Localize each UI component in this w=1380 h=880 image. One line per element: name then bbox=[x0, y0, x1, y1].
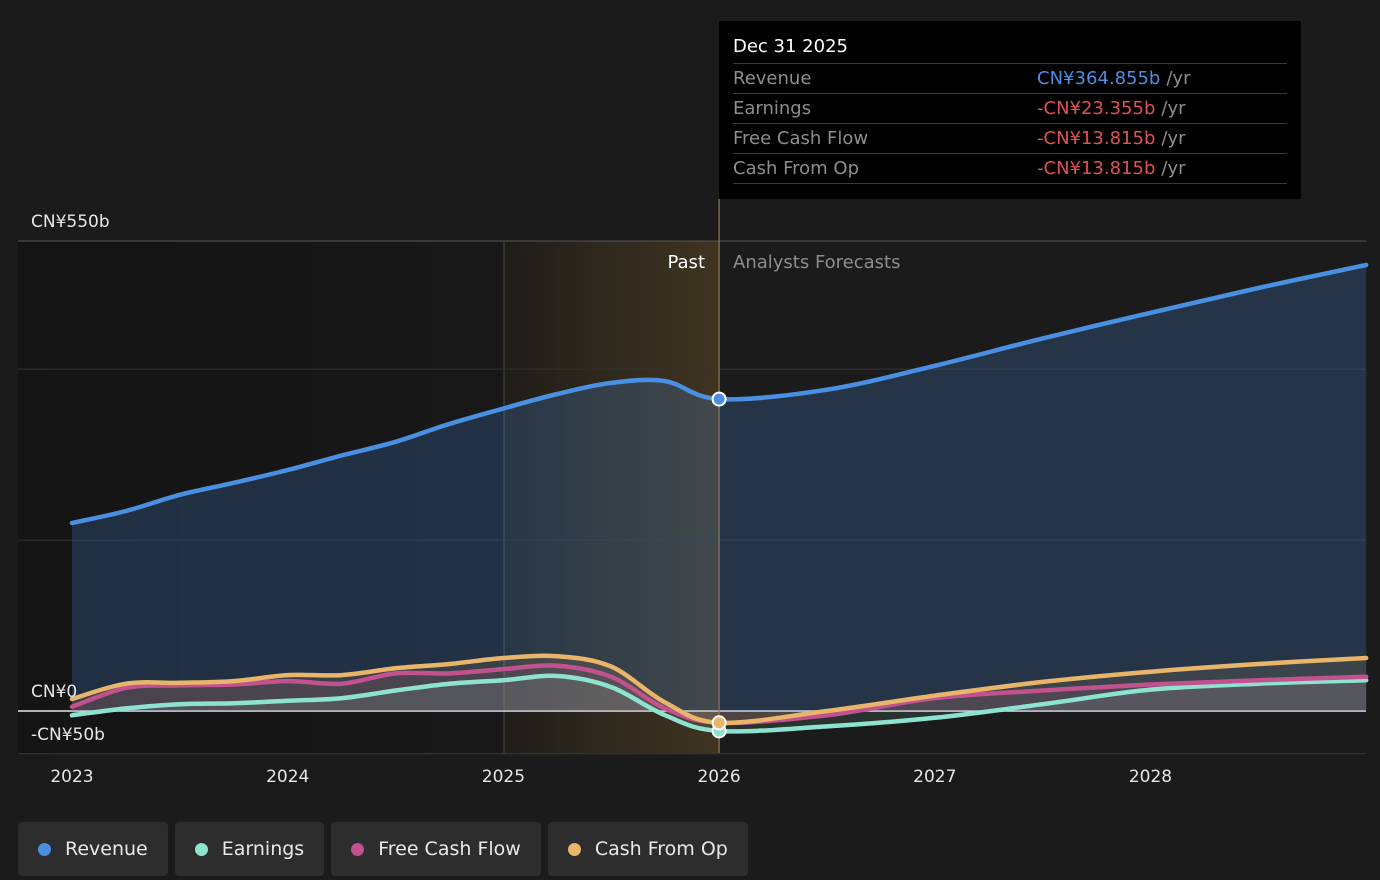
legend-dot-icon bbox=[567, 842, 581, 856]
x-tick-label: 2028 bbox=[1129, 767, 1172, 787]
legend-dot-icon bbox=[351, 842, 365, 856]
tooltip-row-unit: /yr bbox=[1161, 97, 1186, 119]
marker-point-revenue bbox=[711, 391, 727, 407]
marker-point-cash-from-op bbox=[711, 715, 727, 731]
tooltip-row-revenue: Revenue CN¥364.855b /yr bbox=[733, 63, 1287, 93]
legend-item-earnings[interactable]: Earnings bbox=[174, 822, 325, 876]
region-label-past: Past bbox=[667, 252, 705, 273]
series-area-free-cash-flow bbox=[72, 665, 1367, 723]
series-line-cash-from-op bbox=[69, 653, 1369, 726]
legend-dot-icon bbox=[38, 842, 51, 856]
series-line-free-cash-flow bbox=[69, 663, 1369, 726]
tooltip-row-value: -CN¥13.815b bbox=[1037, 157, 1156, 179]
tooltip-row-cash-from-op: Cash From Op -CN¥13.815b /yr bbox=[733, 153, 1287, 184]
tooltip-row-free-cash-flow: Free Cash Flow -CN¥13.815b /yr bbox=[733, 123, 1287, 153]
legend-label: Revenue bbox=[65, 838, 148, 860]
chart-legend: Revenue Earnings Free Cash Flow Cash Fro… bbox=[18, 822, 748, 876]
tooltip-row-value: -CN¥13.815b bbox=[1037, 127, 1156, 149]
legend-item-free-cash-flow[interactable]: Free Cash Flow bbox=[331, 822, 541, 876]
legend-label: Free Cash Flow bbox=[378, 838, 521, 860]
tooltip-row-value: -CN¥23.355b bbox=[1037, 97, 1156, 119]
y-label-bottom: -CN¥50b bbox=[31, 725, 105, 745]
series-line-earnings bbox=[69, 673, 1369, 734]
legend-label: Cash From Op bbox=[594, 838, 728, 860]
x-tick-label: 2025 bbox=[482, 767, 525, 787]
x-tick-label: 2023 bbox=[50, 767, 93, 787]
tooltip-row-value: CN¥364.855b bbox=[1037, 67, 1161, 89]
tooltip-row-name: Revenue bbox=[733, 67, 812, 89]
tooltip-row-unit: /yr bbox=[1166, 67, 1191, 89]
x-tick-label: 2026 bbox=[697, 767, 740, 787]
tooltip-row-name: Cash From Op bbox=[733, 157, 860, 179]
region-label-forecast: Analysts Forecasts bbox=[733, 252, 900, 273]
y-label-top: CN¥550b bbox=[31, 212, 110, 232]
legend-item-cash-from-op[interactable]: Cash From Op bbox=[547, 822, 748, 876]
tooltip-row-name: Earnings bbox=[733, 97, 812, 119]
legend-dot-icon bbox=[194, 842, 208, 856]
y-label-zero: CN¥0 bbox=[31, 682, 77, 702]
x-tick-label: 2027 bbox=[913, 767, 956, 787]
tooltip-row-unit: /yr bbox=[1161, 127, 1186, 149]
tooltip-row-name: Free Cash Flow bbox=[733, 127, 869, 149]
series-line-revenue bbox=[69, 262, 1369, 526]
tooltip: Dec 31 2025 Revenue CN¥364.855b /yr Earn… bbox=[719, 21, 1301, 199]
tooltip-row-earnings: Earnings -CN¥23.355b /yr bbox=[733, 93, 1287, 123]
tooltip-date: Dec 31 2025 bbox=[733, 36, 848, 57]
tooltip-row-unit: /yr bbox=[1161, 157, 1186, 179]
x-tick-label: 2024 bbox=[266, 767, 309, 787]
legend-item-revenue[interactable]: Revenue bbox=[18, 822, 168, 876]
legend-label: Earnings bbox=[221, 838, 305, 860]
financial-chart: CN¥550b CN¥0 -CN¥50b Past Analysts Forec… bbox=[18, 199, 1369, 787]
